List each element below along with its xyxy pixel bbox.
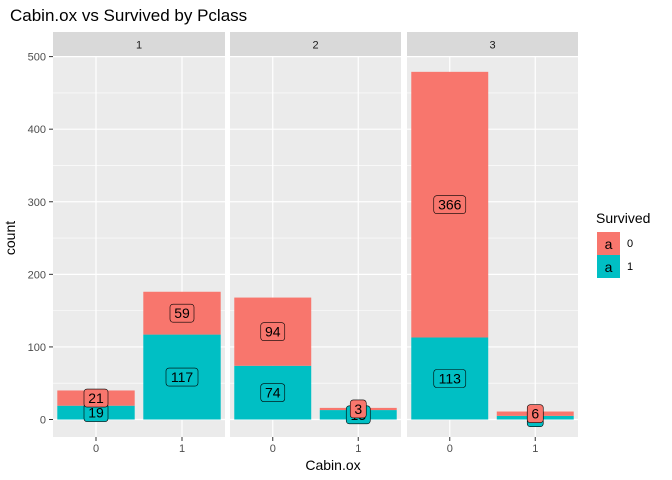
data-label-box bbox=[260, 383, 286, 402]
bar-data-label: 74 bbox=[260, 383, 286, 402]
facet-panels: 119211175927494133311336656 bbox=[53, 32, 578, 437]
facet-strip bbox=[407, 32, 578, 57]
y-tick-label: 200 bbox=[28, 269, 46, 281]
y-tick-label: 300 bbox=[28, 197, 46, 209]
facet-panel-3: 311336656 bbox=[407, 32, 578, 437]
y-tick-label: 100 bbox=[28, 342, 46, 354]
data-label-text: 21 bbox=[88, 390, 104, 406]
data-label-box bbox=[433, 369, 467, 388]
data-label-box bbox=[165, 367, 199, 387]
bar-data-label: 59 bbox=[169, 303, 195, 323]
data-label-box bbox=[83, 388, 109, 408]
data-label-text: 366 bbox=[438, 197, 462, 213]
legend-key-glyph: a bbox=[605, 236, 613, 252]
x-tick-label: 0 bbox=[270, 443, 276, 455]
bar-data-label: 117 bbox=[165, 367, 199, 387]
data-label-text: 59 bbox=[174, 305, 190, 321]
y-tick-label: 400 bbox=[28, 124, 46, 136]
x-axis-title: Cabin.ox bbox=[305, 457, 360, 473]
bar-data-label: 19 bbox=[83, 403, 109, 422]
data-label-box bbox=[526, 404, 544, 423]
legend-key-glyph: a bbox=[605, 259, 613, 275]
data-label-box bbox=[169, 303, 195, 323]
bar-data-label: 366 bbox=[433, 195, 467, 214]
facet-panel-2: 27494133 bbox=[230, 32, 401, 437]
data-label-text: 117 bbox=[171, 369, 194, 385]
data-label-box bbox=[433, 195, 467, 214]
data-label-text: 74 bbox=[265, 385, 281, 401]
legend-title: Survived bbox=[596, 210, 650, 226]
bar-data-label: 6 bbox=[526, 404, 544, 423]
legend-key bbox=[597, 232, 620, 255]
x-tick-label: 1 bbox=[355, 443, 361, 455]
bar-data-label: 3 bbox=[349, 399, 367, 419]
facet-strip-label: 2 bbox=[312, 40, 318, 52]
bar-data-label: 94 bbox=[260, 322, 286, 341]
legend-label: 1 bbox=[627, 261, 633, 273]
bar-data-label: 113 bbox=[433, 369, 467, 388]
facet-strip bbox=[230, 32, 401, 57]
data-label-box bbox=[260, 322, 286, 341]
legend-label: 0 bbox=[627, 238, 633, 250]
facet-strip-label: 3 bbox=[489, 40, 495, 52]
bar-data-label: 21 bbox=[83, 388, 109, 408]
data-label-box bbox=[349, 399, 367, 419]
legend-key bbox=[597, 255, 620, 278]
x-axis: 0 1 0 1 0 1 bbox=[93, 437, 538, 455]
chart-title: Cabin.ox vs Survived by Pclass bbox=[10, 6, 247, 25]
data-label-text: 6 bbox=[531, 406, 539, 422]
legend: Survived a 0a 1 bbox=[596, 210, 650, 278]
y-axis-title: count bbox=[2, 221, 18, 255]
data-label-text: 19 bbox=[88, 405, 104, 421]
x-tick-label: 1 bbox=[179, 443, 185, 455]
facet-strip-label: 1 bbox=[136, 40, 142, 52]
y-tick-label: 500 bbox=[28, 52, 46, 64]
x-tick-label: 0 bbox=[93, 443, 99, 455]
data-label-text: 94 bbox=[265, 324, 281, 340]
data-label-text: 113 bbox=[439, 370, 462, 386]
x-tick-label: 0 bbox=[447, 443, 453, 455]
x-tick-label: 1 bbox=[532, 443, 538, 455]
y-tick-label: 0 bbox=[40, 415, 46, 427]
facet-strip bbox=[53, 32, 225, 57]
y-axis: 0 100 200 300 400 500 bbox=[28, 52, 53, 427]
data-label-text: 3 bbox=[354, 401, 362, 417]
